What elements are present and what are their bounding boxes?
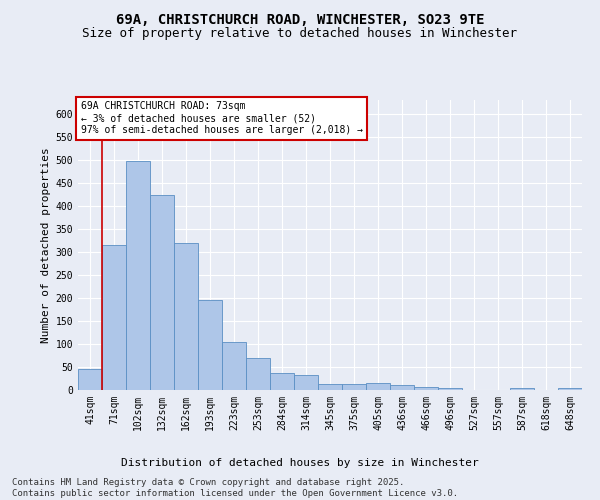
- Bar: [510, 388, 534, 390]
- Bar: [558, 388, 582, 390]
- Text: Distribution of detached houses by size in Winchester: Distribution of detached houses by size …: [121, 458, 479, 468]
- Y-axis label: Number of detached properties: Number of detached properties: [41, 147, 52, 343]
- Bar: [414, 387, 438, 390]
- Bar: [222, 342, 246, 390]
- Bar: [78, 369, 102, 390]
- Text: Contains HM Land Registry data © Crown copyright and database right 2025.
Contai: Contains HM Land Registry data © Crown c…: [12, 478, 458, 498]
- Bar: [294, 375, 318, 390]
- Bar: [174, 242, 198, 390]
- Bar: [246, 358, 270, 390]
- Text: Size of property relative to detached houses in Winchester: Size of property relative to detached ho…: [83, 28, 517, 40]
- Bar: [342, 384, 366, 390]
- Bar: [390, 386, 414, 390]
- Bar: [150, 196, 174, 390]
- Bar: [102, 246, 126, 390]
- Bar: [126, 161, 150, 390]
- Text: 69A CHRISTCHURCH ROAD: 73sqm
← 3% of detached houses are smaller (52)
97% of sem: 69A CHRISTCHURCH ROAD: 73sqm ← 3% of det…: [80, 102, 362, 134]
- Bar: [318, 384, 342, 390]
- Bar: [270, 372, 294, 390]
- Bar: [438, 388, 462, 390]
- Bar: [366, 383, 390, 390]
- Bar: [198, 300, 222, 390]
- Text: 69A, CHRISTCHURCH ROAD, WINCHESTER, SO23 9TE: 69A, CHRISTCHURCH ROAD, WINCHESTER, SO23…: [116, 12, 484, 26]
